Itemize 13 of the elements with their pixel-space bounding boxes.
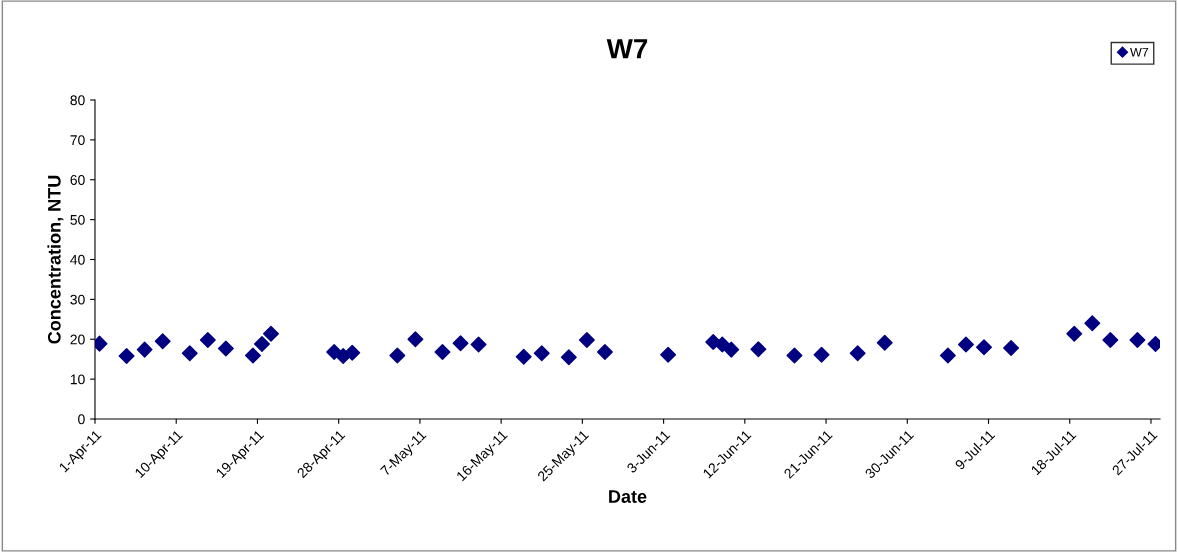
chart-title: W7 (606, 39, 648, 59)
y-tick-label: 50 (70, 214, 85, 225)
y-tick-label: 30 (70, 294, 85, 305)
y-tick-label: 40 (70, 254, 85, 265)
y-tick-label: 10 (70, 374, 85, 385)
legend-label: W7 (1130, 47, 1149, 57)
y-tick-label: 70 (70, 135, 85, 146)
y-axis-title: Concentration, NTU (47, 175, 64, 344)
x-axis-title: Date (609, 490, 647, 503)
y-tick-label: 80 (70, 95, 85, 106)
y-tick-label: 60 (70, 175, 85, 185)
y-tick-label: 20 (70, 334, 85, 345)
y-tick-label: 0 (78, 414, 85, 425)
